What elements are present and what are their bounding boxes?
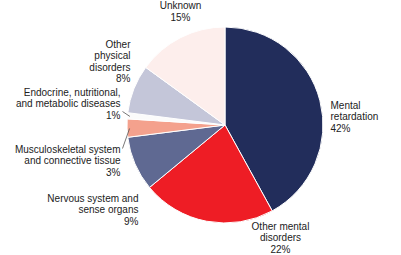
svg-text:Unknown15%: Unknown15%	[160, 0, 202, 23]
svg-text:Endocrine, nutritional,and met: Endocrine, nutritional,and metabolic dis…	[16, 87, 121, 121]
svg-text:Nervous system andsense organs: Nervous system andsense organs9%	[47, 193, 138, 227]
svg-text:Other mentaldisorders22%: Other mentaldisorders22%	[252, 221, 310, 255]
svg-text:Otherphysicaldisorders8%: Otherphysicaldisorders8%	[89, 39, 131, 85]
svg-text:Musculoskeletal systemand conn: Musculoskeletal systemand connective tis…	[15, 144, 121, 178]
svg-text:Mentalretardation42%: Mentalretardation42%	[331, 100, 379, 134]
